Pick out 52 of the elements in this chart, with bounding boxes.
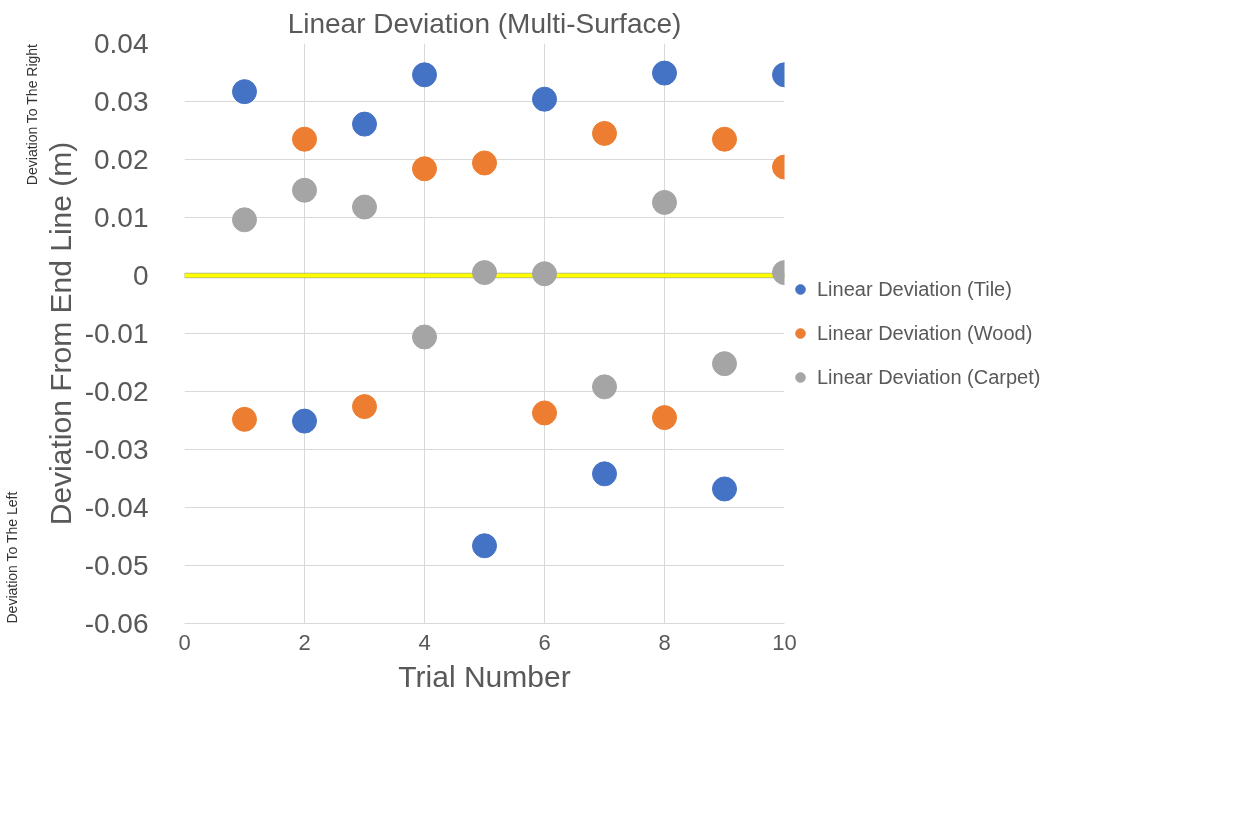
point — [472, 150, 497, 176]
point — [352, 111, 377, 137]
point — [352, 194, 377, 220]
point — [532, 86, 557, 112]
point — [292, 408, 317, 434]
point — [472, 260, 497, 286]
y-tick-label: 0.04 — [94, 28, 149, 59]
point — [472, 533, 497, 559]
point — [712, 351, 737, 377]
y-tick-label: 0.02 — [94, 144, 149, 175]
y-tick-label: -0.05 — [84, 550, 149, 581]
point — [712, 476, 737, 502]
text: Deviation To The Right — [23, 43, 40, 186]
x-tick-label: 4 — [418, 629, 431, 655]
y-tick-label: -0.03 — [84, 434, 149, 465]
legend-label: Linear Deviation (Wood) — [817, 321, 1033, 345]
point — [592, 120, 617, 146]
point — [232, 406, 257, 432]
y-tick-label: 0.03 — [94, 86, 149, 117]
x-tick-label: 0 — [178, 629, 191, 655]
chart-title: Linear Deviation (Multi-Surface) — [287, 7, 682, 39]
y-tick-label: 0.01 — [94, 202, 149, 233]
x-tick-label: 10 — [772, 629, 797, 655]
y-tick-label: -0.01 — [84, 318, 149, 349]
point — [292, 177, 317, 203]
text: Deviation To The Left — [3, 491, 20, 624]
point — [352, 394, 377, 420]
y-tick-label: -0.02 — [84, 376, 149, 407]
point — [412, 62, 437, 88]
point — [652, 189, 677, 215]
point — [532, 261, 557, 287]
point — [712, 126, 737, 152]
y-tick-label: -0.04 — [84, 492, 149, 523]
point — [412, 324, 437, 350]
x-tick-label: 2 — [298, 629, 311, 655]
x-axis-title: Trial Number — [398, 659, 571, 693]
y-tick-label: -0.06 — [84, 608, 149, 639]
y-tick-label: 0 — [132, 260, 149, 291]
x-tick-label: 8 — [658, 629, 671, 655]
y-axis-title: Deviation From End Line (m) — [43, 141, 77, 526]
point — [292, 126, 317, 152]
legend-label: Linear Deviation (Tile) — [817, 277, 1012, 301]
point — [232, 79, 257, 105]
point — [532, 400, 557, 426]
point — [652, 405, 677, 431]
point — [592, 374, 617, 400]
point — [652, 60, 677, 86]
point — [592, 461, 617, 487]
legend-label: Linear Deviation (Carpet) — [817, 365, 1041, 389]
point — [412, 156, 437, 182]
point — [232, 207, 257, 233]
x-tick-label: 6 — [538, 629, 551, 655]
